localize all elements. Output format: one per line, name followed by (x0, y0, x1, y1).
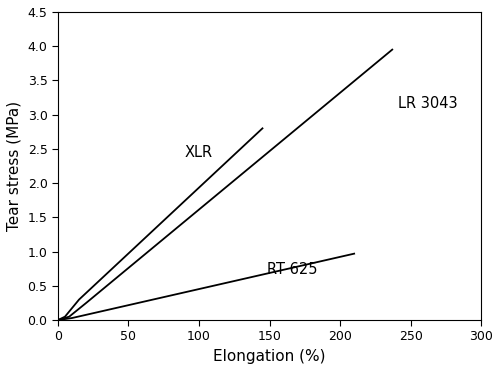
Y-axis label: Tear stress (MPa): Tear stress (MPa) (7, 101, 22, 231)
Text: XLR: XLR (185, 145, 213, 160)
Text: RT 625: RT 625 (266, 262, 317, 276)
Text: LR 3043: LR 3043 (398, 96, 458, 111)
X-axis label: Elongation (%): Elongation (%) (214, 349, 326, 364)
